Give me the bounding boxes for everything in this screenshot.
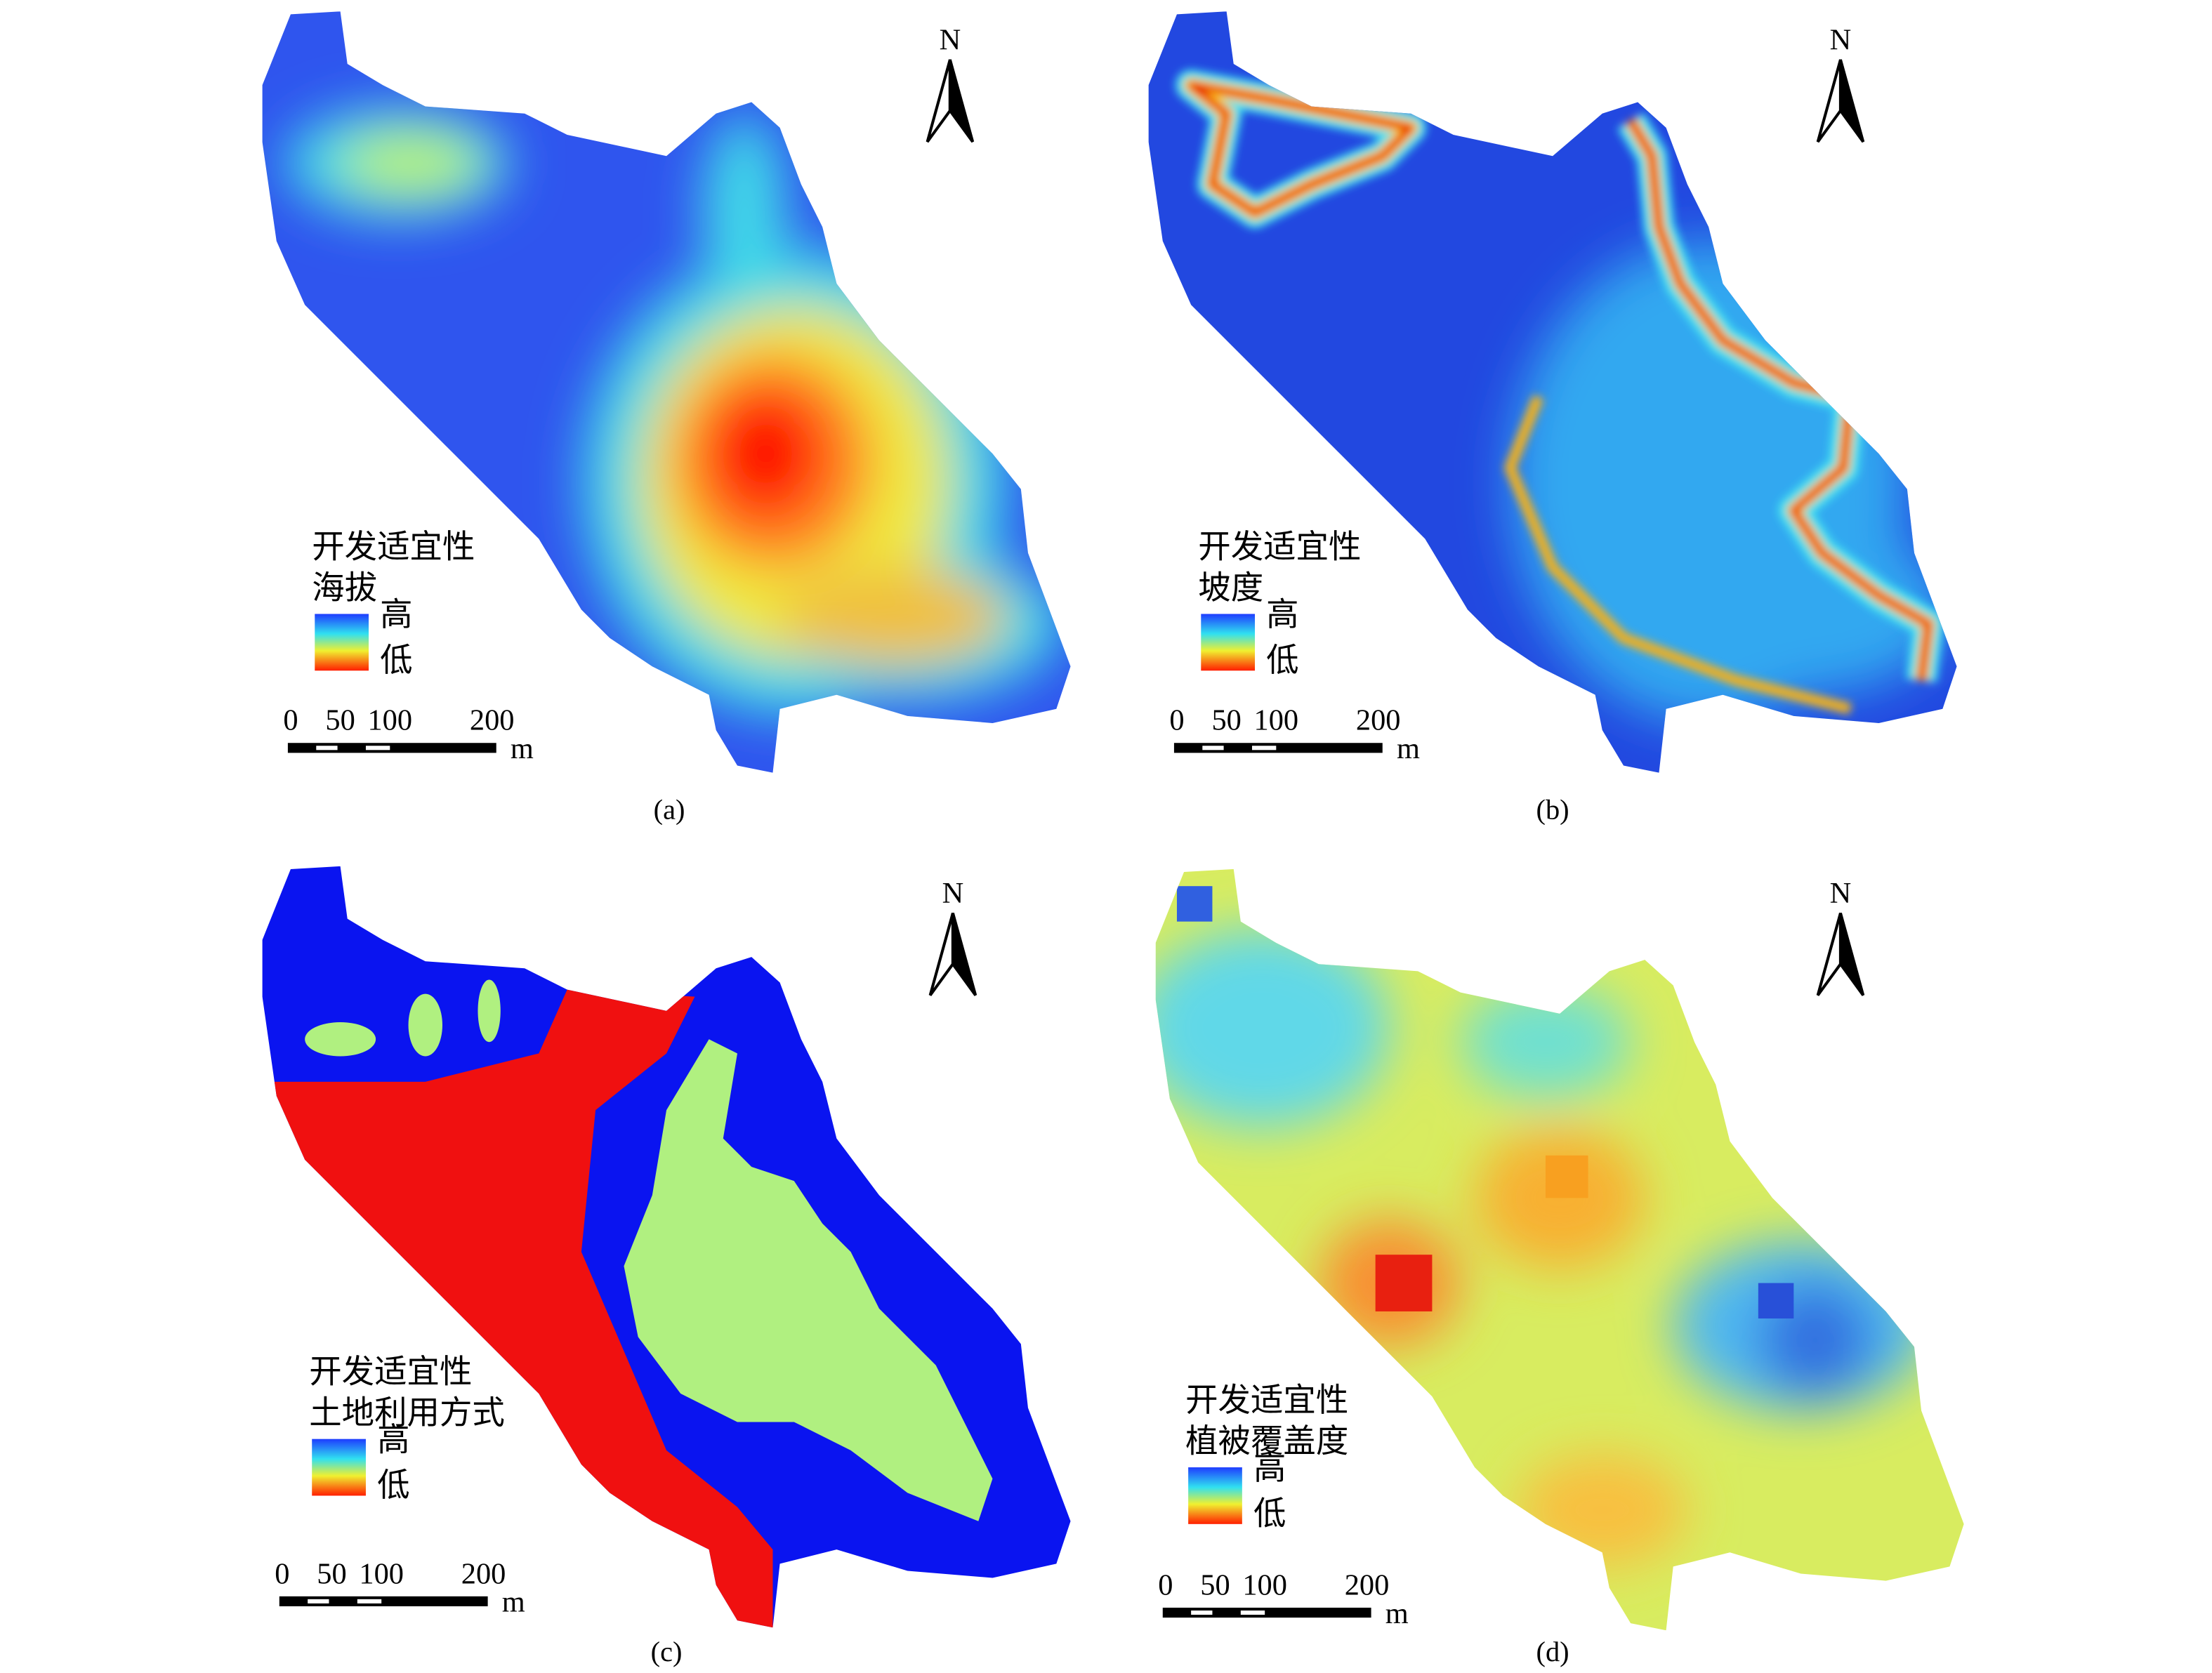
north-arrow-left bbox=[1816, 913, 1842, 996]
north-arrow-right bbox=[1838, 59, 1865, 143]
legend-high: 高 bbox=[1253, 1451, 1286, 1487]
caption: (a) bbox=[654, 793, 685, 825]
legend-gradient bbox=[1201, 614, 1256, 671]
scale-label: 100 bbox=[1254, 704, 1299, 737]
legend-low: 低 bbox=[377, 1468, 409, 1504]
scale-label: 50 bbox=[1211, 704, 1241, 737]
legend-high: 高 bbox=[380, 597, 412, 633]
legend-subtitle: 海拔 bbox=[312, 571, 377, 607]
scale-label: 50 bbox=[317, 1557, 346, 1590]
legend-high: 高 bbox=[1266, 597, 1298, 633]
legend-subtitle: 植被覆盖度 bbox=[1185, 1424, 1348, 1460]
scale-bar bbox=[287, 743, 496, 753]
scale-bar-gap bbox=[308, 1599, 329, 1603]
north-arrow-right bbox=[1838, 913, 1865, 996]
north-label: N bbox=[1830, 23, 1852, 56]
north-label: N bbox=[942, 877, 964, 910]
north-arrow-left bbox=[1816, 59, 1842, 143]
legend-title: 开发适宜性 bbox=[309, 1354, 472, 1390]
scale-label: 0 bbox=[1169, 704, 1184, 737]
scale-label: 200 bbox=[461, 1557, 506, 1590]
map-b bbox=[1148, 11, 1957, 773]
legend-title: 开发适宜性 bbox=[1185, 1383, 1348, 1419]
legend-low: 低 bbox=[1253, 1496, 1286, 1532]
scale-bar-gap bbox=[1240, 1611, 1265, 1615]
legend-subtitle: 土地利用方式 bbox=[309, 1396, 505, 1431]
scale-label: 100 bbox=[1242, 1568, 1287, 1601]
legend-title: 开发适宜性 bbox=[312, 529, 475, 565]
scale-label: 0 bbox=[275, 1557, 289, 1590]
scale-unit: m bbox=[511, 732, 534, 765]
scale-unit: m bbox=[502, 1586, 525, 1619]
north-arrow-left bbox=[928, 913, 954, 996]
scale-bar bbox=[1162, 1607, 1371, 1618]
caption: (d) bbox=[1536, 1636, 1569, 1667]
map-c bbox=[262, 866, 1071, 1628]
legend-low: 低 bbox=[380, 643, 412, 679]
scale-bar-gap bbox=[365, 746, 390, 750]
north-arrow-left bbox=[926, 59, 952, 143]
scale-bar-gap bbox=[1191, 1611, 1213, 1615]
legend-subtitle: 坡度 bbox=[1198, 571, 1263, 607]
north-label: N bbox=[940, 23, 961, 56]
scale-bar-gap bbox=[1251, 746, 1277, 750]
north-label: N bbox=[1830, 877, 1852, 910]
north-arrow-right bbox=[948, 59, 975, 143]
scale-label: 200 bbox=[1345, 1568, 1390, 1601]
scale-label: 200 bbox=[470, 704, 515, 737]
scale-bar-gap bbox=[1202, 746, 1224, 750]
north-arrow-right bbox=[951, 913, 977, 996]
scale-unit: m bbox=[1397, 732, 1420, 765]
scale-label: 0 bbox=[1158, 1568, 1173, 1601]
map-d bbox=[1155, 868, 1964, 1631]
legend-gradient bbox=[315, 614, 369, 671]
scale-label: 50 bbox=[325, 704, 355, 737]
scale-bar bbox=[1173, 743, 1383, 753]
scale-bar-gap bbox=[316, 746, 338, 750]
scale-bar bbox=[279, 1596, 488, 1606]
caption: (c) bbox=[651, 1636, 683, 1667]
scale-label: 0 bbox=[283, 704, 298, 737]
scale-label: 200 bbox=[1356, 704, 1401, 737]
scale-label: 50 bbox=[1200, 1568, 1230, 1601]
scale-unit: m bbox=[1385, 1597, 1409, 1630]
scale-bar-gap bbox=[357, 1599, 382, 1603]
map-a bbox=[262, 11, 1071, 773]
legend-gradient bbox=[312, 1439, 366, 1496]
legend-title: 开发适宜性 bbox=[1198, 529, 1361, 565]
caption: (b) bbox=[1536, 793, 1569, 825]
legend-gradient bbox=[1188, 1467, 1242, 1524]
legend-high: 高 bbox=[377, 1422, 409, 1458]
scale-label: 100 bbox=[359, 1557, 404, 1590]
legend-low: 低 bbox=[1266, 643, 1298, 679]
scale-label: 100 bbox=[367, 704, 412, 737]
